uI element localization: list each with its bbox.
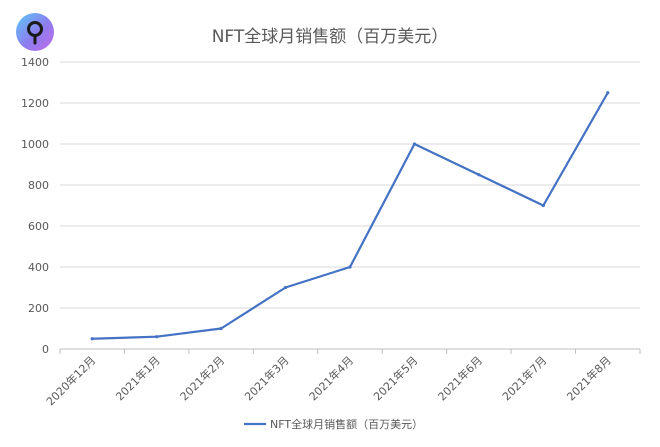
data-point [477,173,481,177]
x-tick-label: 2021年4月 [306,353,356,403]
magnifier-pin-icon [16,13,54,51]
y-tick-label: 400 [28,261,49,274]
gridlines [60,61,640,309]
y-tick-label: 600 [28,220,49,233]
x-tick-label: 2020年12月 [43,353,98,408]
data-point [283,285,288,290]
chart-title: NFT全球月销售额（百万美元） [212,27,449,47]
x-tick-label: 2021年3月 [241,353,291,403]
y-tick-label: 800 [28,179,49,192]
series-line [91,91,609,340]
data-point [541,203,545,208]
series-layer [90,91,610,341]
data-point [348,265,352,269]
legend: NFT全球月销售额（百万美元） [244,417,423,431]
x-tick-label: 2021年1月 [113,353,163,403]
axes [59,348,641,354]
data-point [155,335,159,339]
data-point [219,326,223,331]
y-tick-label: 1000 [21,138,49,151]
tick-labels: 0 200 400 600 800 1000 1200 1400 2020年12月 2021年1月… [21,56,614,408]
x-tick-label: 2021年8月 [564,353,614,403]
y-tick-label: 200 [28,302,49,315]
data-point [90,337,94,341]
x-tick-label: 2021年7月 [499,353,549,403]
data-point [412,142,417,146]
x-tick-label: 2021年5月 [370,353,420,403]
legend-label: NFT全球月销售额（百万美元） [270,417,423,431]
data-point [606,91,610,95]
y-tick-label: 1200 [21,97,49,110]
x-tick-label: 2021年2月 [177,353,227,403]
x-tick-label: 2021年6月 [435,353,485,403]
y-tick-label: 1400 [21,56,49,69]
y-tick-label: 0 [42,343,49,356]
